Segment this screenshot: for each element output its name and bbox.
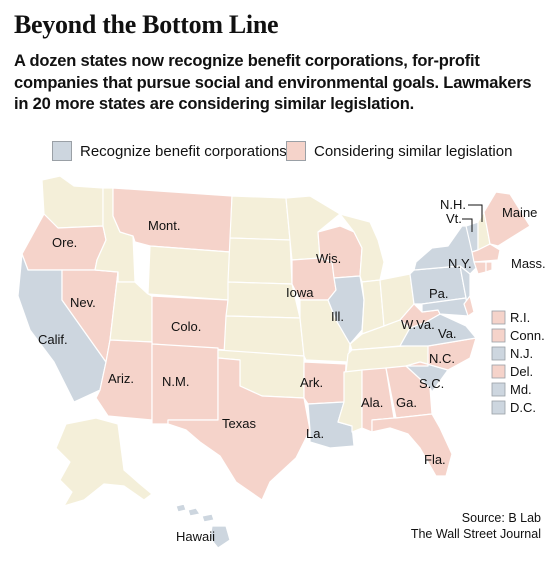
page-subtitle: A dozen states now recognize benefit cor… (14, 52, 532, 113)
legend-label-considering: Considering similar legislation (314, 142, 513, 160)
state-rhode-island (485, 261, 493, 273)
legend-label-recognize: Recognize benefit corporations (80, 142, 287, 160)
label-illinois: Ill. (331, 309, 344, 324)
label-new-york: N.Y. (448, 256, 472, 271)
label-hawaii: Hawaii (176, 529, 215, 544)
label-south-carolina: S.C. (419, 376, 444, 391)
small-key-label: D.C. (510, 400, 536, 415)
state-delaware (463, 295, 475, 317)
label-arkansas: Ark. (300, 375, 323, 390)
state-florida (371, 413, 453, 477)
small-key-swatch (491, 400, 506, 415)
state-north-carolina (405, 337, 477, 371)
label-montana: Mont. (148, 218, 181, 233)
label-maine: Maine (502, 205, 537, 220)
label-colorado: Colo. (171, 319, 201, 334)
label-louisiana: La. (306, 426, 324, 441)
label-texas: Texas (222, 416, 256, 431)
publisher-line: The Wall Street Journal (410, 527, 541, 541)
label-pennsylvania: Pa. (429, 286, 449, 301)
state-alaska (55, 417, 153, 507)
label-arizona: Ariz. (108, 371, 134, 386)
label-vermont: Vt. (446, 211, 462, 226)
small-key-swatch (491, 310, 506, 325)
source-line: Source: B Lab (461, 511, 541, 525)
label-new-mexico: N.M. (162, 374, 189, 389)
source-credit: Source: B Lab The Wall Street Journal (411, 510, 541, 542)
state-wyoming (147, 245, 231, 301)
small-key-swatch (491, 364, 506, 379)
page-title: Beyond the Bottom Line (14, 10, 279, 39)
state-north-dakota (229, 195, 291, 241)
small-key-label: R.I. (510, 310, 530, 325)
state-georgia (385, 365, 433, 419)
state-utah (109, 271, 153, 343)
label-florida: Fla. (424, 452, 446, 467)
state-hawaii-3 (201, 513, 215, 523)
label-iowa: Iowa (286, 285, 314, 300)
state-hawaii-1 (175, 503, 187, 513)
small-state-key: R.I. Conn. N.J. Del. Md. D.C. (491, 310, 545, 415)
state-connecticut (473, 261, 487, 275)
legend-swatch-considering (286, 141, 306, 161)
label-oregon: Ore. (52, 235, 77, 250)
label-alabama: Ala. (361, 395, 383, 410)
small-key-swatch (491, 382, 506, 397)
label-georgia: Ga. (396, 395, 417, 410)
state-maryland (421, 297, 469, 317)
label-california: Calif. (38, 332, 68, 347)
state-south-dakota (227, 237, 293, 285)
label-west-virginia: W.Va. (401, 317, 435, 332)
leader-lines (462, 204, 483, 232)
legend-item-recognize: Recognize benefit corporations (52, 141, 287, 161)
label-north-carolina: N.C. (429, 351, 455, 366)
label-nevada: Nev. (70, 295, 96, 310)
small-key-label: N.J. (510, 346, 533, 361)
small-key-swatch (491, 328, 506, 343)
small-key-label: Del. (510, 364, 533, 379)
legend-item-considering: Considering similar legislation (286, 141, 512, 161)
state-hawaii-4 (209, 525, 231, 549)
state-texas (167, 357, 311, 501)
small-key-label: Conn. (510, 328, 545, 343)
label-virginia: Va. (438, 326, 457, 341)
state-hawaii-2 (187, 507, 201, 517)
state-washington (41, 175, 104, 229)
small-key-label: Md. (510, 382, 532, 397)
legend-swatch-recognize (52, 141, 72, 161)
state-kansas (223, 315, 305, 357)
label-massachusetts: Mass. (511, 256, 546, 271)
small-key-swatch (491, 346, 506, 361)
label-new-hampshire: N.H. (440, 197, 466, 212)
label-wisconsin: Wis. (316, 251, 341, 266)
